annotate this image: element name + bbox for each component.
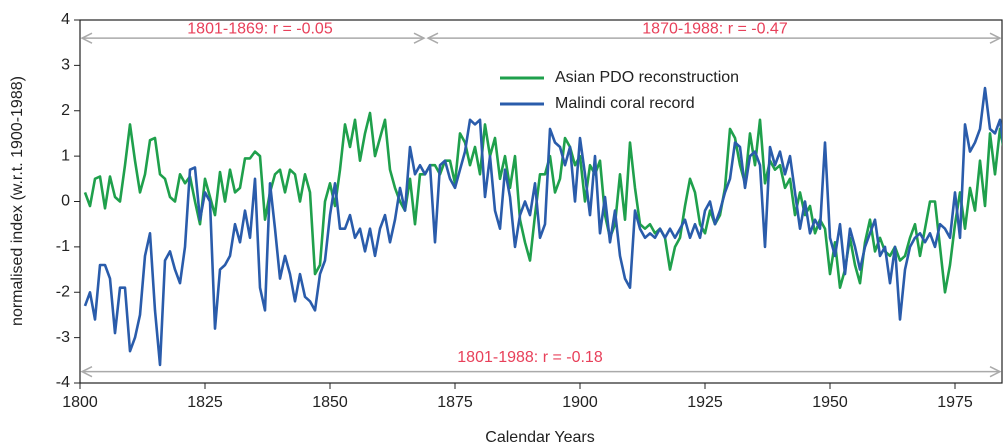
arrow-head [413, 32, 426, 44]
x-tick-label: 1950 [812, 394, 848, 411]
y-tick-label: 4 [61, 11, 70, 28]
x-tick-label: 1825 [187, 394, 223, 411]
y-tick-label: -4 [56, 374, 70, 391]
arrow-head [989, 365, 1002, 378]
y-tick-label: -1 [56, 238, 70, 255]
x-tick-label: 1875 [437, 394, 473, 411]
x-tick-label: 1800 [62, 394, 98, 411]
x-tick-label: 1925 [687, 394, 723, 411]
x-tick-label: 1975 [937, 394, 973, 411]
arrow-head [989, 32, 1002, 44]
legend-label: Asian PDO reconstruction [555, 69, 739, 86]
y-tick-label: 0 [61, 193, 70, 210]
annotation: 1870-1988: r = -0.47 [642, 20, 788, 37]
y-tick-label: -2 [56, 283, 70, 300]
y-tick-label: -3 [56, 329, 70, 346]
y-tick-label: 3 [61, 57, 70, 74]
legend-label: Malindi coral record [555, 95, 695, 112]
annotation: 1801-1869: r = -0.05 [187, 20, 333, 37]
plot-area [83, 86, 1002, 367]
x-tick-label: 1850 [312, 394, 348, 411]
arrow-head [426, 32, 439, 44]
series-line [83, 111, 1002, 294]
y-axis-label: normalised index (w.r.t. 1900-1988) [9, 76, 26, 326]
x-tick-label: 1900 [562, 394, 598, 411]
arrow-head [80, 365, 93, 378]
x-axis-label: Calendar Years [485, 429, 594, 446]
plot-frame [79, 19, 1003, 384]
annotation: 1801-1988: r = -0.18 [457, 349, 603, 366]
series-line [83, 86, 1002, 367]
arrow-head [80, 32, 93, 44]
y-tick-label: 1 [61, 147, 70, 164]
y-tick-label: 2 [61, 102, 70, 119]
